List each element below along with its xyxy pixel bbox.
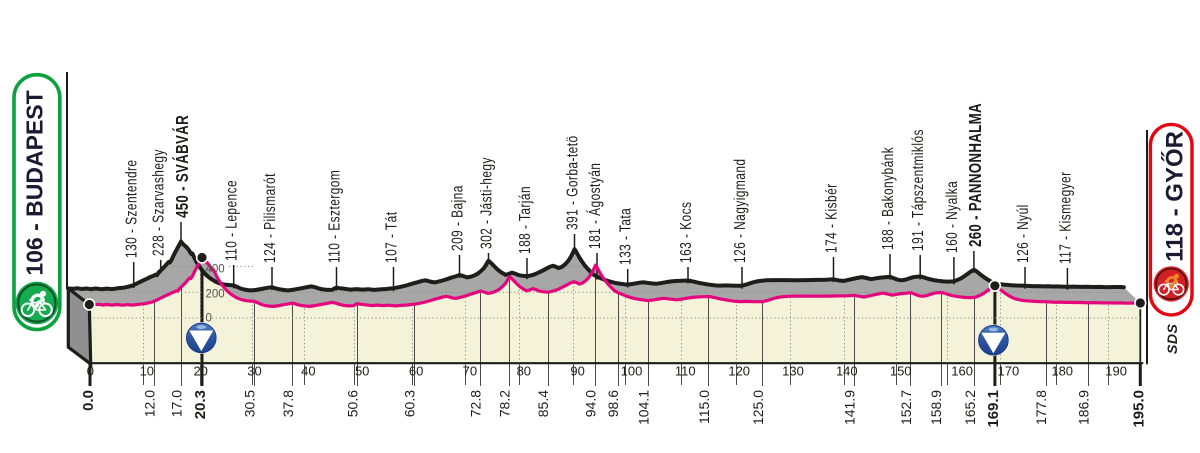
svg-text:160: 160 [951, 364, 973, 379]
svg-text:169.1: 169.1 [985, 390, 1002, 428]
svg-text:125.0: 125.0 [750, 390, 766, 425]
svg-text:150: 150 [890, 364, 912, 379]
svg-text:188 - Tarján: 188 - Tarján [515, 186, 533, 254]
svg-text:85.4: 85.4 [535, 390, 551, 417]
svg-text:30: 30 [247, 364, 261, 379]
svg-text:100: 100 [621, 364, 643, 379]
svg-text:126 - Nyúl: 126 - Nyúl [1013, 204, 1031, 263]
svg-text:10: 10 [140, 364, 154, 379]
svg-text:118 - GYŐR: 118 - GYŐR [1161, 131, 1189, 262]
svg-text:120: 120 [728, 364, 750, 379]
svg-text:130 - Szentendre: 130 - Szentendre [122, 159, 140, 258]
svg-text:177.8: 177.8 [1033, 390, 1049, 425]
svg-text:12.0: 12.0 [142, 390, 158, 417]
svg-text:191 - Tápszentmiklós: 191 - Tápszentmiklós [908, 129, 926, 251]
svg-text:165.2: 165.2 [962, 390, 978, 425]
svg-text:94.0: 94.0 [583, 390, 599, 417]
svg-text:152.7: 152.7 [898, 390, 914, 425]
svg-text:60: 60 [409, 364, 423, 379]
svg-text:72.8: 72.8 [468, 390, 484, 417]
svg-text:141.9: 141.9 [842, 390, 858, 425]
svg-text:130: 130 [782, 364, 804, 379]
svg-text:302 - Jásti-hegy: 302 - Jásti-hegy [477, 157, 495, 249]
svg-text:80: 80 [517, 364, 531, 379]
svg-text:140: 140 [836, 364, 858, 379]
svg-text:98.6: 98.6 [605, 390, 621, 417]
svg-text:209 - Bajna: 209 - Bajna [448, 185, 466, 251]
svg-text:186.9: 186.9 [1075, 390, 1091, 425]
svg-text:70: 70 [463, 364, 477, 379]
svg-text:190: 190 [1105, 364, 1127, 379]
svg-text:107 - Tát: 107 - Tát [382, 212, 400, 263]
svg-text:110 - Lepence: 110 - Lepence [222, 180, 240, 261]
svg-text:0: 0 [87, 364, 94, 379]
svg-text:200: 200 [206, 288, 225, 300]
svg-text:133 - Tata: 133 - Tata [616, 208, 634, 265]
svg-text:158.9: 158.9 [928, 390, 944, 425]
svg-text:188 - Bakonybánk: 188 - Bakonybánk [878, 147, 896, 250]
svg-text:40: 40 [301, 364, 315, 379]
svg-text:110 - Esztergom: 110 - Esztergom [325, 170, 343, 263]
svg-text:180: 180 [1051, 364, 1073, 379]
svg-text:170: 170 [998, 364, 1020, 379]
svg-text:SDS: SDS [1164, 324, 1180, 354]
svg-text:104.1: 104.1 [636, 390, 652, 425]
svg-text:37.8: 37.8 [280, 390, 296, 417]
svg-text:0: 0 [206, 313, 212, 325]
svg-text:110: 110 [675, 364, 696, 379]
svg-text:78.2: 78.2 [497, 390, 513, 417]
svg-text:400: 400 [206, 264, 225, 276]
svg-text:106 - BUDAPEST: 106 - BUDAPEST [21, 90, 47, 275]
svg-text:30.5: 30.5 [242, 390, 258, 417]
svg-text:50.6: 50.6 [345, 390, 361, 417]
svg-text:50: 50 [355, 364, 369, 379]
svg-text:124 - Pilismarót: 124 - Pilismarót [260, 173, 278, 263]
svg-text:391 - Gorba-tetö: 391 - Gorba-tetö [563, 135, 581, 230]
svg-text:163 - Kocs: 163 - Kocs [676, 202, 694, 263]
svg-text:195.0: 195.0 [1130, 390, 1147, 428]
svg-text:90: 90 [570, 364, 584, 379]
svg-text:160 - Nyalka: 160 - Nyalka [942, 181, 960, 253]
svg-text:20.3: 20.3 [192, 390, 209, 419]
svg-text:0.0: 0.0 [80, 390, 97, 411]
svg-text:228 - Szarvashegy: 228 - Szarvashegy [149, 149, 167, 256]
svg-text:20: 20 [193, 364, 207, 379]
svg-text:117 - Kismegyer: 117 - Kismegyer [1056, 171, 1074, 264]
svg-text:174 - Kisbér: 174 - Kisbér [822, 183, 840, 253]
svg-text:181 - Ágostyán: 181 - Ágostyán [585, 163, 603, 249]
svg-text:115.0: 115.0 [696, 390, 712, 424]
svg-text:450 - SVÁBVÁR: 450 - SVÁBVÁR [171, 115, 193, 218]
svg-text:126 - Nagyigmand: 126 - Nagyigmand [730, 159, 748, 263]
svg-text:17.0: 17.0 [169, 390, 185, 417]
svg-text:60.3: 60.3 [402, 390, 418, 417]
svg-text:260 - PANNONHALMA: 260 - PANNONHALMA [966, 103, 985, 247]
